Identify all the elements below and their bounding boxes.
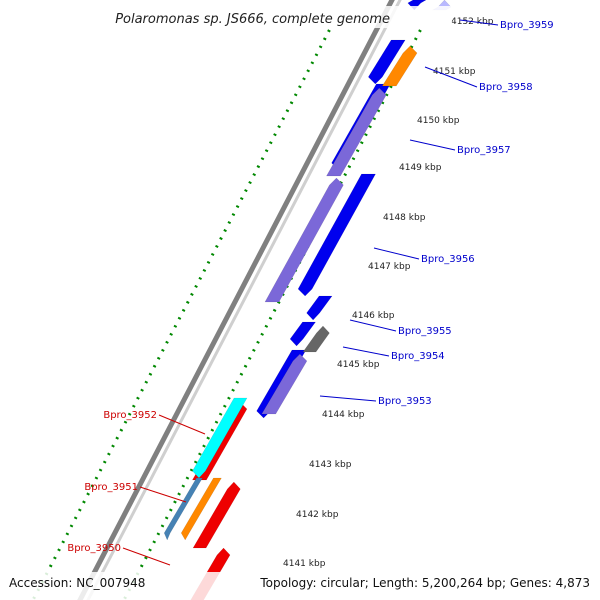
gene-label: Bpro_3952 (103, 410, 157, 421)
footer-backdrop (0, 572, 600, 600)
gene-label-leader (342, 346, 390, 357)
gene-bar-bpro-3956 (297, 173, 376, 297)
gene-label: Bpro_3950 (67, 543, 121, 554)
gene-label: Bpro_3955 (398, 326, 452, 337)
gene-label-leader (122, 547, 171, 566)
cds-bar-bpro-3958 (381, 45, 418, 87)
gene-label-leader (139, 486, 187, 503)
cds-bar-bpro-3956 (264, 177, 344, 303)
title-backdrop (152, 6, 452, 28)
genome-summary-text: Topology: circular; Length: 5,200,264 bp… (259, 576, 590, 590)
scale-label: 4141 kbp (283, 559, 326, 569)
gene-label-leader (424, 66, 478, 88)
gene-bar-bpro-3954 (289, 321, 317, 347)
gene-label: Bpro_3951 (84, 482, 138, 493)
scale-label: 4148 kbp (383, 213, 426, 223)
scale-label: 4145 kbp (337, 360, 380, 370)
scale-label: 4147 kbp (368, 262, 411, 272)
gene-label-leader (459, 19, 499, 26)
gene-label: Bpro_3956 (421, 254, 475, 265)
gene-label: Bpro_3958 (479, 82, 533, 93)
gene-label: Bpro_3954 (391, 351, 445, 362)
feature-layer (163, 0, 452, 600)
gene-label-leader (319, 395, 377, 402)
cds-bar-bpro-3952 (192, 397, 248, 479)
scale-label: 4146 kbp (352, 311, 395, 321)
scale-label: 4142 kbp (296, 510, 339, 520)
cds-bar-bpro-3954 (302, 325, 330, 353)
cds-bar-bpro-3951 (180, 477, 222, 541)
backbone-shadow-line (86, 0, 402, 600)
scale-label: 4151 kbp (433, 67, 476, 77)
map-title: Polaromonas sp. JS666, complete genome (115, 12, 390, 27)
accession-text: Accession: NC_007948 (9, 576, 145, 590)
gene-bar-bpro-3951 (192, 481, 241, 549)
gene-label-leader (158, 414, 206, 435)
scale-label: 4143 kbp (309, 460, 352, 470)
gene-label-leader (409, 139, 456, 151)
gene-label: Bpro_3957 (457, 145, 511, 156)
scale-label: 4150 kbp (417, 116, 460, 126)
backbone-line (77, 0, 395, 600)
gene-label-leader (373, 247, 420, 260)
scale-label: 4149 kbp (399, 163, 442, 173)
aux-bar-bpro-3951 (163, 477, 203, 541)
gene-label: Bpro_3959 (500, 20, 554, 31)
gene-label: Bpro_3953 (378, 396, 432, 407)
gene-label-leader (349, 319, 397, 332)
gene-bar-bpro-3958 (368, 39, 406, 85)
scale-label: 4144 kbp (322, 410, 365, 420)
gene-bar-bpro-3955 (306, 295, 333, 321)
track-layer (31, 0, 422, 600)
cds-bar-bpro-3957 (326, 87, 387, 177)
cds-bar-bpro-3953 (261, 353, 308, 415)
